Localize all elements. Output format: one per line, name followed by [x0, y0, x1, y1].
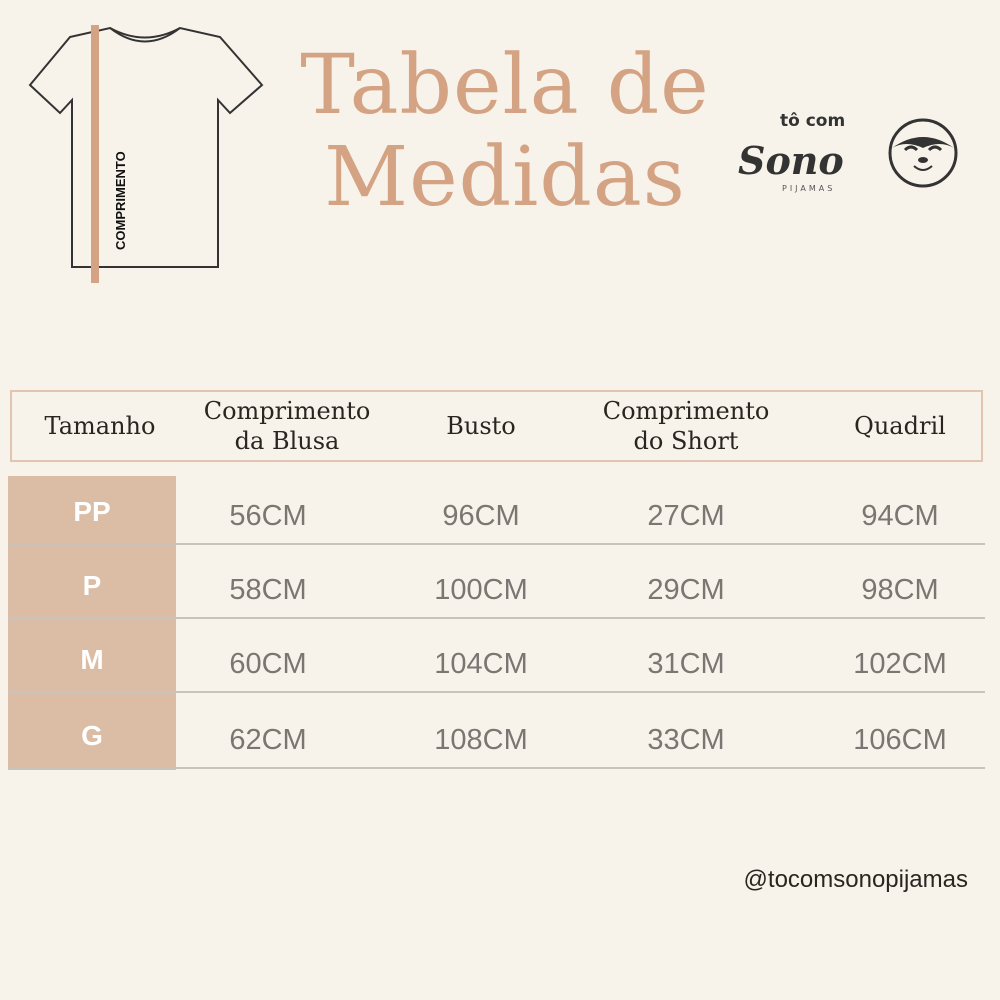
brand-logo: tô com Sono PIJAMAS	[738, 111, 958, 193]
header-tamanho: Tamanho	[44, 412, 156, 440]
size-label: G	[81, 720, 103, 751]
table-cell: 102CM	[853, 648, 947, 680]
header-quadril: Quadril	[854, 412, 946, 440]
table-header	[10, 390, 983, 462]
row-divider	[8, 691, 985, 693]
comprimento-label: COMPRIMENTO	[113, 151, 128, 250]
size-label: PP	[73, 496, 111, 527]
logo-main-text: Sono	[738, 138, 844, 183]
table-cell: 58CM	[229, 574, 307, 606]
size-column	[8, 476, 176, 770]
table-cell: 98CM	[861, 574, 939, 606]
table-cell: 106CM	[853, 724, 947, 756]
table-cell: 33CM	[647, 724, 725, 756]
row-divider	[8, 543, 985, 545]
logo-top-text: tô com	[780, 111, 845, 131]
header-busto: Busto	[446, 412, 516, 440]
table-cell: 60CM	[229, 648, 307, 680]
table-cell: 31CM	[647, 648, 725, 680]
size-label: M	[80, 644, 104, 675]
page-title: Tabela de Medidas	[290, 40, 720, 224]
tshirt-illustration: COMPRIMENTO	[28, 25, 264, 283]
table-cell: 56CM	[229, 500, 307, 532]
table-cell: 96CM	[442, 500, 520, 532]
table-cell: 27CM	[647, 500, 725, 532]
instagram-handle: @tocomsonopijamas	[743, 866, 968, 893]
table-cell: 100CM	[434, 574, 528, 606]
sloth-face-icon	[888, 118, 958, 188]
header-comprimento-blusa: Comprimento da Blusa	[203, 397, 371, 455]
table-cell: 104CM	[434, 648, 528, 680]
table-cell: 108CM	[434, 724, 528, 756]
table-cell: 62CM	[229, 724, 307, 756]
header-comprimento-short: Comprimento do Short	[602, 397, 770, 455]
row-divider	[8, 617, 985, 619]
row-divider	[8, 767, 985, 769]
table-cell: 94CM	[861, 500, 939, 532]
table-cell: 29CM	[647, 574, 725, 606]
logo-sub-text: PIJAMAS	[782, 184, 835, 193]
size-label: P	[82, 570, 102, 601]
title-line-2: Medidas	[324, 130, 686, 225]
title-line-1: Tabela de	[300, 38, 710, 133]
